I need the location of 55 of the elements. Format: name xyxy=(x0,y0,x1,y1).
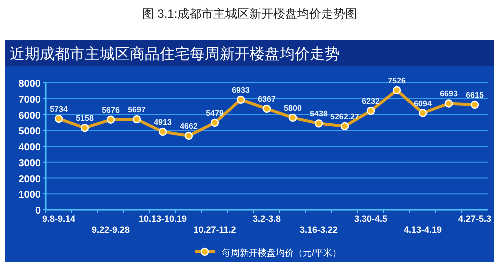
point xyxy=(54,114,64,124)
data-label: 4913 xyxy=(154,118,172,128)
data-label: 5158 xyxy=(76,114,94,124)
data-label: 6232 xyxy=(362,97,380,106)
point xyxy=(418,109,428,118)
point xyxy=(210,118,220,128)
point xyxy=(236,96,246,104)
data-label: 4662 xyxy=(180,122,198,131)
y-tick-label: 8000 xyxy=(18,79,42,90)
y-tick-label: 5000 xyxy=(18,126,42,138)
y-tick-label: 2000 xyxy=(18,174,42,186)
y-tick-label: 1000 xyxy=(18,190,42,202)
point xyxy=(184,132,194,140)
data-label: 6693 xyxy=(440,90,458,99)
x-tick-label: 3.16-3.22 xyxy=(300,225,338,235)
x-tick-label: 4.13-4.19 xyxy=(404,225,442,235)
y-tick-label: 3000 xyxy=(18,158,42,170)
chart-subtitle: 近期成都市主城区商品住宅每周新开楼盘均价走势 xyxy=(10,46,340,63)
point xyxy=(80,124,90,132)
point xyxy=(158,128,168,136)
x-tick-label: 10.27-11.2 xyxy=(194,225,236,235)
y-tick-label: 7000 xyxy=(18,94,42,106)
data-label: 5800 xyxy=(284,104,302,113)
point xyxy=(444,100,454,108)
data-label: 5438 xyxy=(310,110,328,119)
point xyxy=(288,114,298,122)
x-tick-label: 4.27-5.3 xyxy=(458,214,492,224)
point xyxy=(470,100,480,110)
point xyxy=(340,122,350,131)
x-tick-label: 9.8-9.14 xyxy=(42,214,76,224)
x-tick-label: 3.30-4.5 xyxy=(354,214,388,224)
data-label: 6094 xyxy=(414,99,432,108)
y-tick-label: 4000 xyxy=(18,142,42,154)
x-tick-label: 10.13-10.19 xyxy=(138,214,188,224)
point xyxy=(106,116,116,124)
x-tick-label: 9.22-9.28 xyxy=(92,225,130,235)
point xyxy=(366,106,376,116)
data-label: 6933 xyxy=(232,86,250,95)
data-label: 5479 xyxy=(206,109,224,118)
y-tick-label: 6000 xyxy=(18,110,42,122)
legend-label: 每周新开楼盘均价（元/平米） xyxy=(222,248,342,258)
x-tick-label: 3.2-3.8 xyxy=(252,214,282,224)
data-label: 5697 xyxy=(128,106,146,115)
data-label: 6615 xyxy=(466,90,484,100)
point xyxy=(132,115,142,124)
data-label: 7526 xyxy=(388,76,406,86)
data-label: 5262.27 xyxy=(330,112,360,122)
point xyxy=(314,120,324,128)
data-label: 5676 xyxy=(102,106,120,115)
chart-title: 图 3.1:成都市主城区新开楼盘均价走势图 xyxy=(142,7,358,21)
y-tick-label: 0 xyxy=(35,206,42,217)
point xyxy=(392,86,402,95)
data-label: 5734 xyxy=(50,104,68,114)
data-label: 6367 xyxy=(258,94,276,104)
point xyxy=(262,104,272,114)
